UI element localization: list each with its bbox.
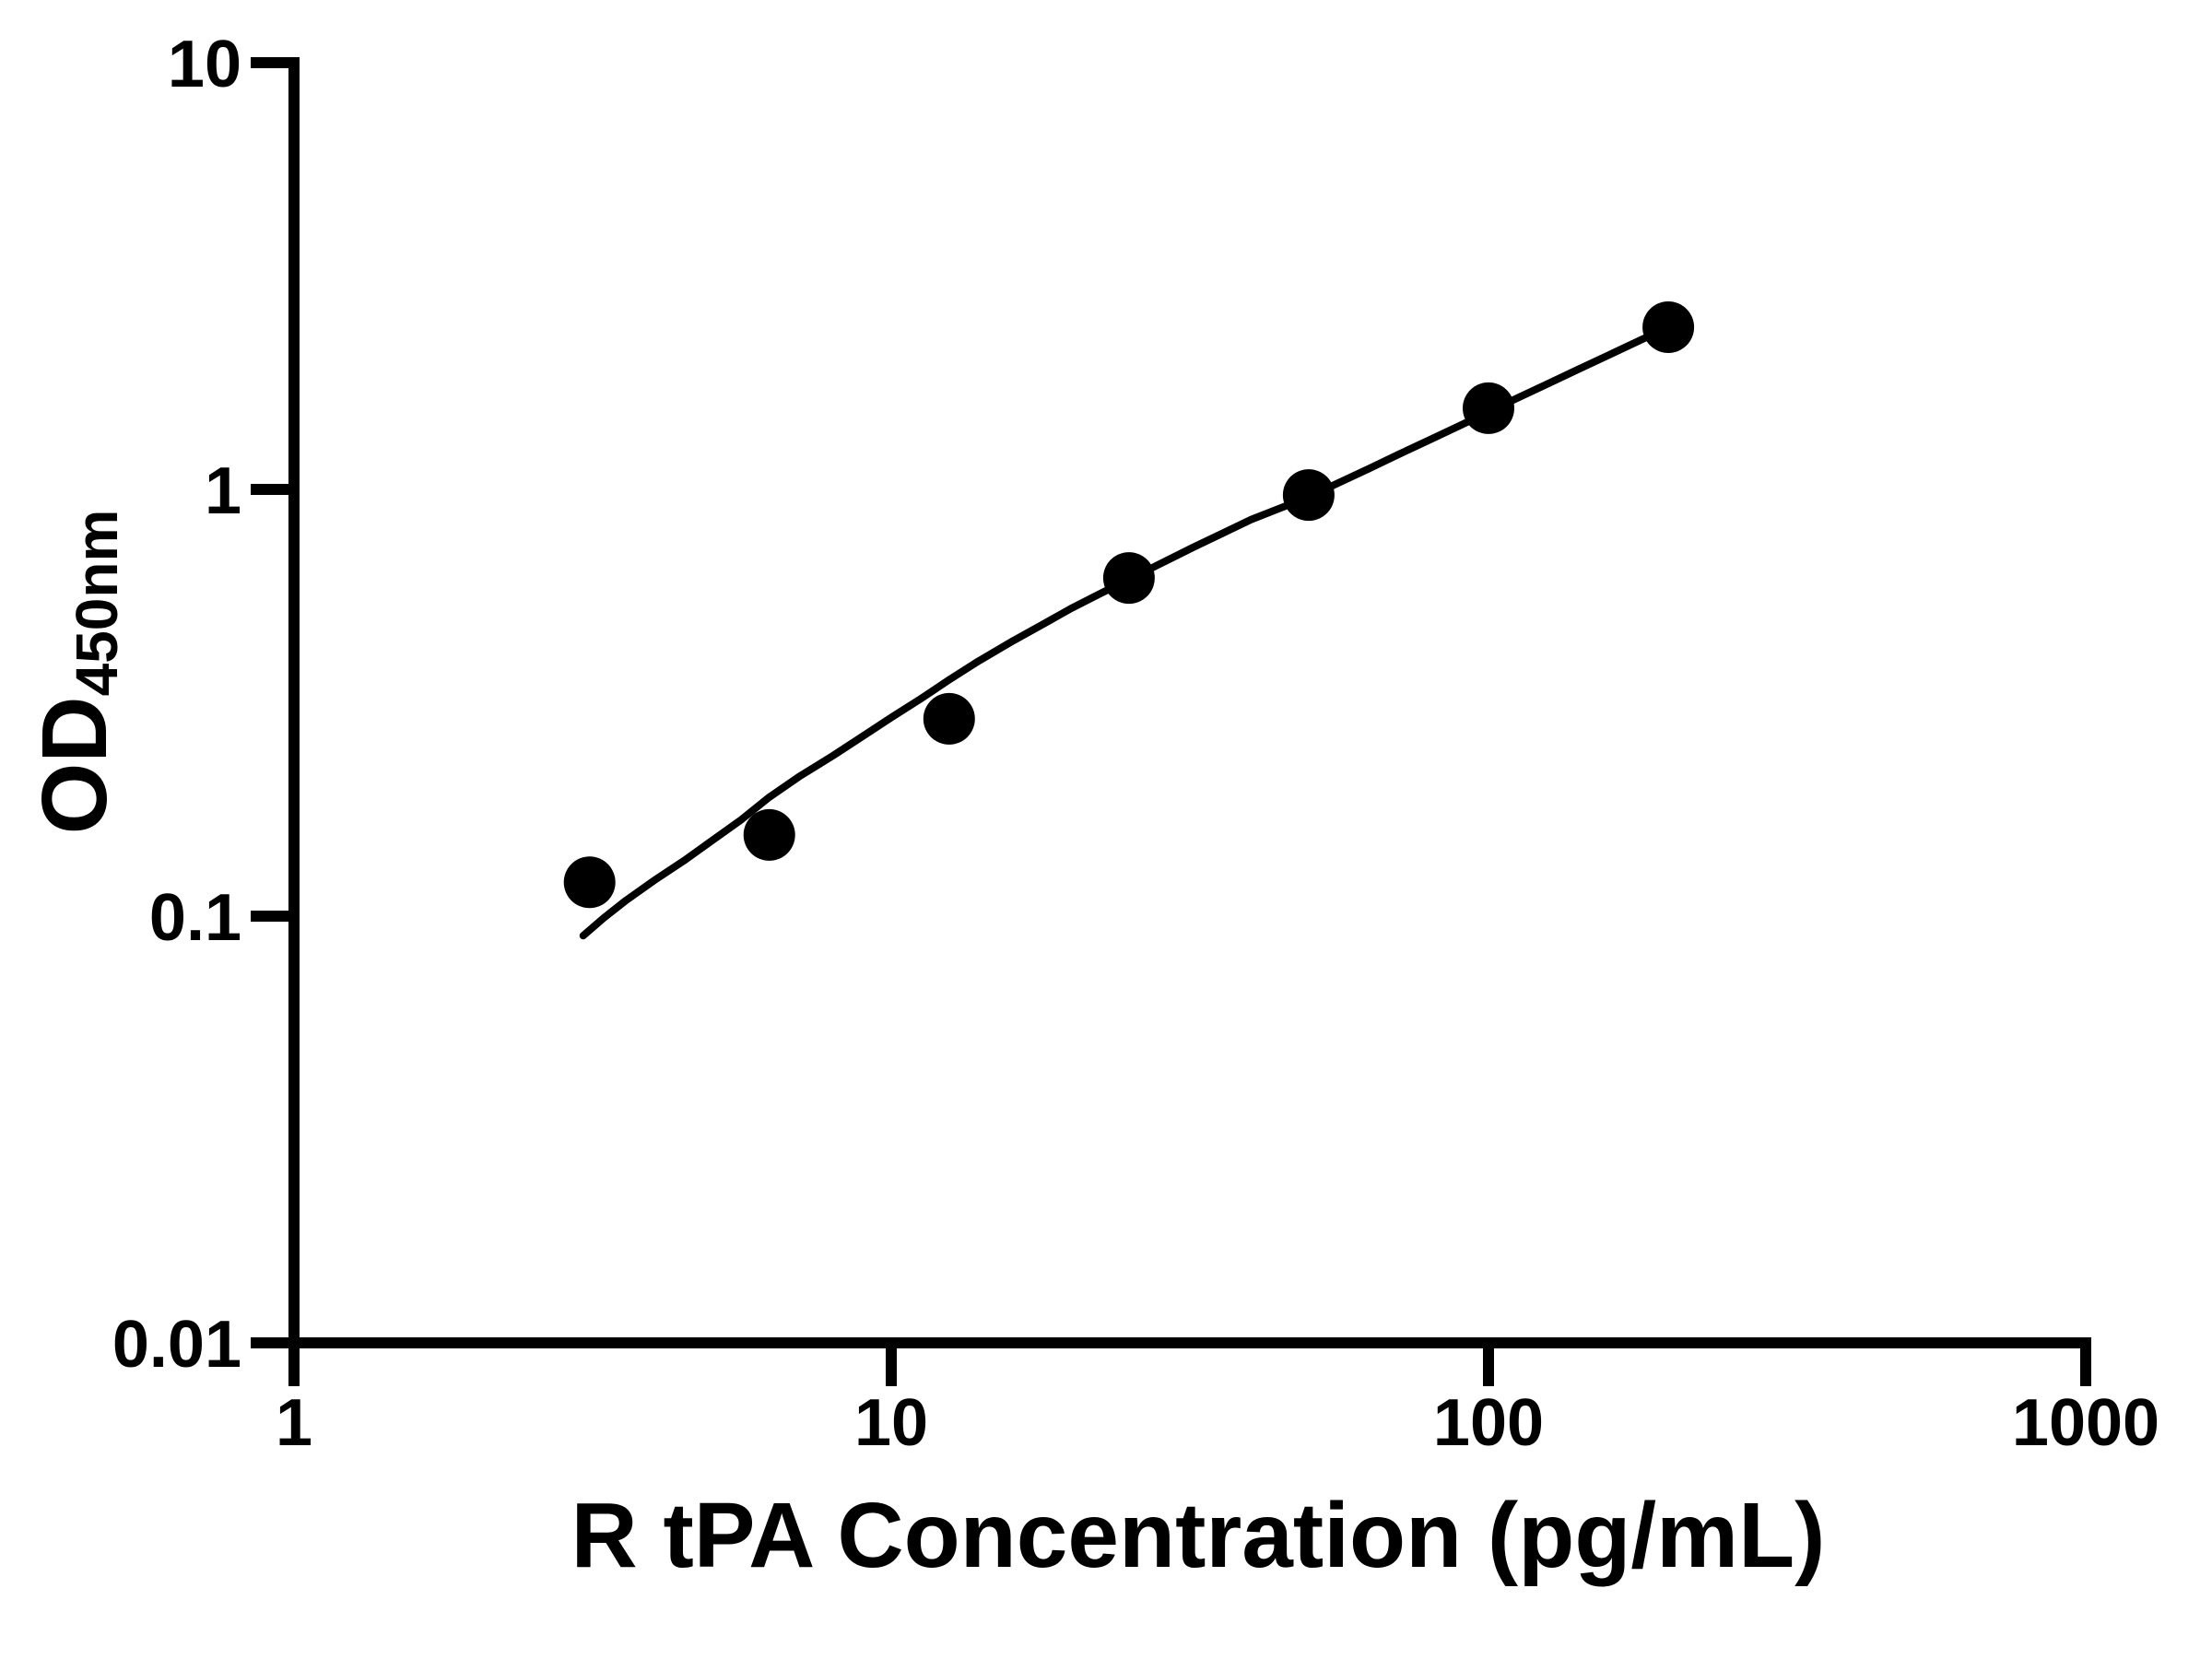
y-tick-label: 10 <box>168 28 241 101</box>
y-axis-title: OD450nm <box>23 510 130 835</box>
x-tick-label: 100 <box>1433 1386 1544 1460</box>
data-point <box>1282 469 1335 522</box>
y-axis-title-subscript: 450nm <box>64 510 130 697</box>
y-tick-label: 1 <box>205 454 241 528</box>
data-point <box>923 692 975 745</box>
x-tick-label: 1000 <box>2012 1386 2159 1460</box>
tick-labels-layer: 10 1 0.1 0.01 1 10 100 1000 <box>112 28 2159 1460</box>
data-points-layer <box>563 301 1695 909</box>
data-point <box>1642 301 1695 353</box>
axes-layer <box>251 57 2091 1386</box>
y-axis-title-main: OD <box>23 696 126 834</box>
y-tick-label: 0.1 <box>149 881 241 955</box>
data-point <box>1463 382 1514 434</box>
x-axis-title: R tPA Concentration (pg/mL) <box>571 1484 1826 1587</box>
x-tick-label: 10 <box>854 1386 928 1460</box>
x-tick-label: 1 <box>276 1386 312 1460</box>
data-point <box>563 856 616 909</box>
data-point <box>1102 552 1155 605</box>
y-tick-label: 0.01 <box>112 1308 241 1382</box>
data-point <box>743 808 795 861</box>
